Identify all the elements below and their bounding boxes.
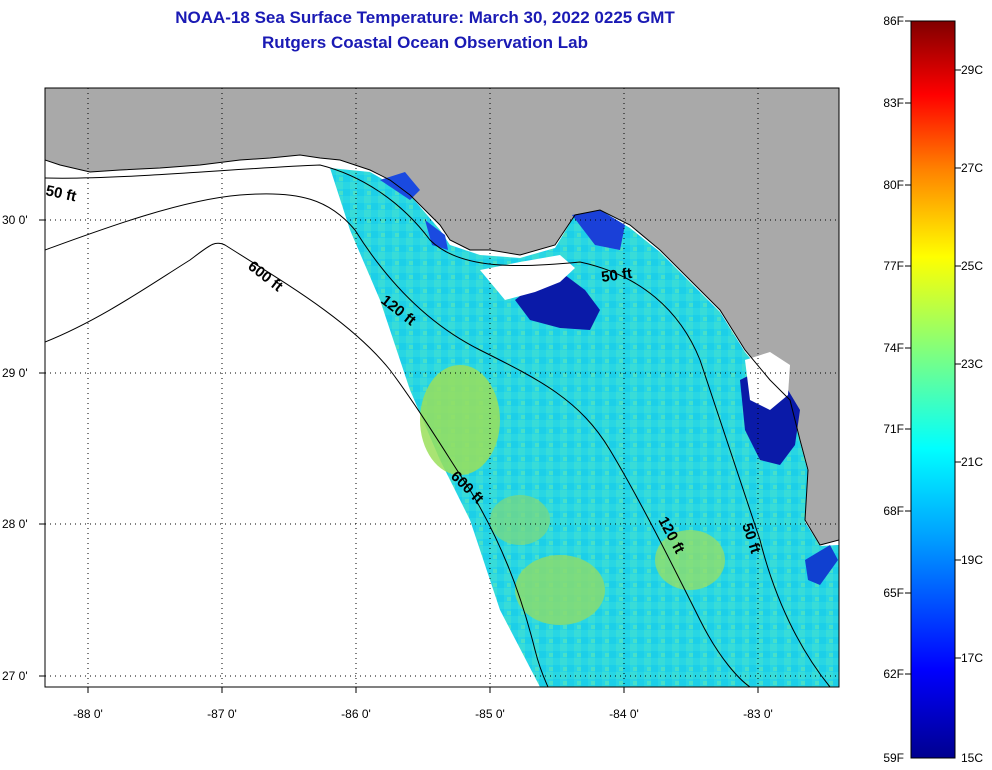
lat-label: 27 0' xyxy=(2,669,28,683)
axis-ticks xyxy=(39,219,759,693)
warm-water-patch xyxy=(655,530,725,590)
colorbar-c-label: 27C xyxy=(961,161,983,175)
contour-label: 50 ft xyxy=(44,182,78,205)
colorbar-ticks xyxy=(905,20,961,675)
colorbar xyxy=(910,20,956,759)
colorbar-f-label: 74F xyxy=(883,341,904,355)
cold-water-patch xyxy=(380,172,420,200)
warm-water-patch xyxy=(515,555,605,625)
colorbar-f-label: 59F xyxy=(883,751,904,765)
colorbar-f-label: 86F xyxy=(883,14,904,28)
lon-label: -84 0' xyxy=(609,707,639,721)
lat-label: 29 0' xyxy=(2,366,28,380)
colorbar-c-label: 29C xyxy=(961,63,983,77)
map-frame xyxy=(44,87,840,688)
colorbar-f-label: 62F xyxy=(883,667,904,681)
colorbar-c-label: 21C xyxy=(961,455,983,469)
warm-water-patch xyxy=(490,495,550,545)
colorbar-c-label: 25C xyxy=(961,259,983,273)
colorbar-c-label: 15C xyxy=(961,751,983,765)
lon-label: -83 0' xyxy=(743,707,773,721)
colorbar-f-label: 65F xyxy=(883,586,904,600)
cold-water-patch xyxy=(425,220,448,250)
contour-label: 50 ft xyxy=(600,265,633,286)
contour-600ft xyxy=(45,242,549,687)
colorbar-c-label: 19C xyxy=(961,553,983,567)
lon-label: -88 0' xyxy=(73,707,103,721)
map-subtitle: Rutgers Coastal Ocean Observation Lab xyxy=(262,33,588,52)
lon-label: -87 0' xyxy=(207,707,237,721)
no-data-patch xyxy=(745,352,790,410)
lat-label: 30 0' xyxy=(2,213,28,227)
colorbar-f-label: 71F xyxy=(883,422,904,436)
colorbar-c-label: 23C xyxy=(961,357,983,371)
colorbar-f-label: 77F xyxy=(883,259,904,273)
colorbar-c-label: 17C xyxy=(961,651,983,665)
lon-label: -86 0' xyxy=(341,707,371,721)
colorbar-f-label: 80F xyxy=(883,178,904,192)
colorbar-f-label: 68F xyxy=(883,504,904,518)
coastline xyxy=(45,154,839,546)
colorbar-f-label: 83F xyxy=(883,96,904,110)
lon-label: -85 0' xyxy=(475,707,505,721)
cold-water-patch xyxy=(805,545,838,585)
land-mass xyxy=(45,88,839,545)
contour-50ft xyxy=(45,164,831,687)
no-data-patch xyxy=(480,255,575,300)
map-title: NOAA-18 Sea Surface Temperature: March 3… xyxy=(175,8,675,27)
map-plot-area xyxy=(45,88,839,687)
warm-water-patch xyxy=(420,365,500,475)
contour-120ft xyxy=(45,193,751,687)
lat-label: 28 0' xyxy=(2,517,28,531)
